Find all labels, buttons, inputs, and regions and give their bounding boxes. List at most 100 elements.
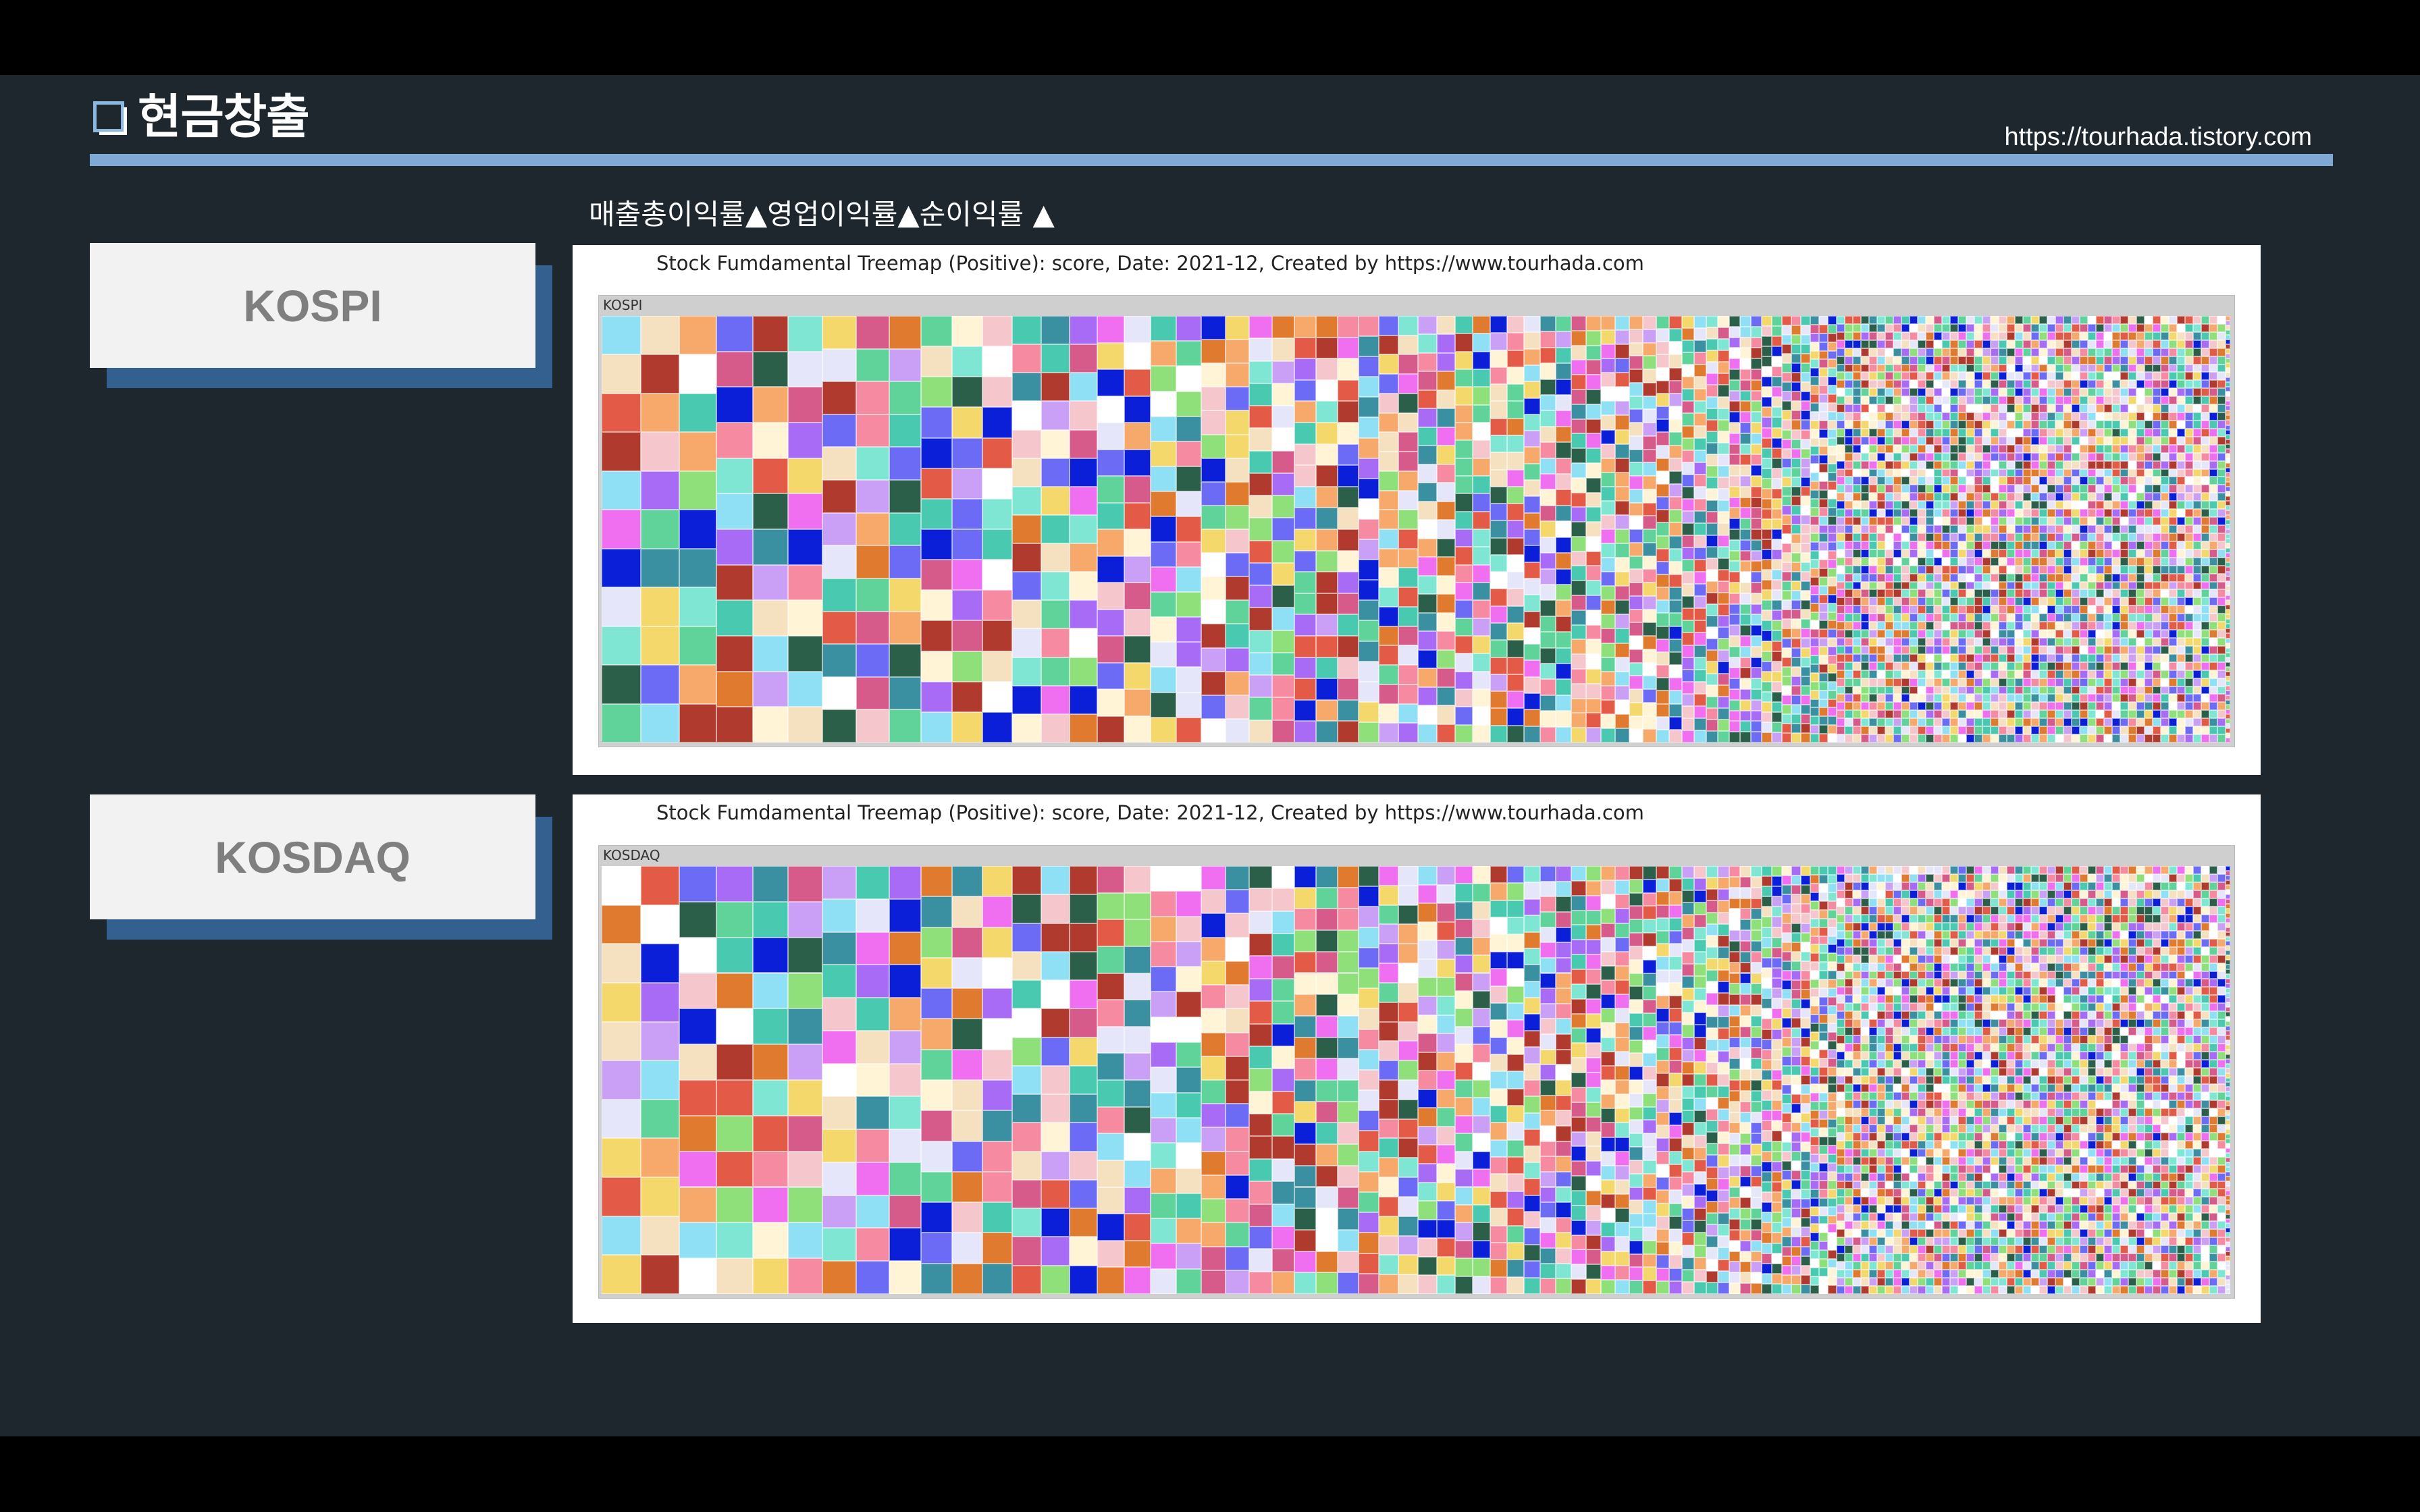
treemap-tile: [1473, 938, 1490, 955]
treemap-tile: [1718, 674, 1729, 685]
treemap-tile: [1586, 1191, 1601, 1206]
treemap-tile: [2047, 686, 2055, 695]
treemap-tile: [1782, 648, 1791, 657]
treemap-tile: [921, 590, 952, 620]
treemap-tile: [2031, 469, 2039, 477]
treemap-tile: [1819, 673, 1828, 682]
treemap-tile: [1901, 404, 1910, 412]
treemap-tile: [1473, 884, 1490, 901]
treemap-tile: [1926, 372, 1934, 380]
treemap-tile: [2226, 653, 2230, 657]
treemap-tile: [1097, 423, 1124, 450]
treemap-tile: [1490, 418, 1507, 435]
treemap-tile: [1853, 445, 1861, 453]
treemap-tile: [1418, 390, 1437, 408]
treemap-tile: [1958, 461, 1966, 469]
treemap-tile: [1966, 404, 1974, 412]
treemap-tile: [1869, 710, 1877, 718]
treemap-tile: [1740, 604, 1751, 615]
treemap-tile: [2112, 477, 2120, 485]
treemap-tile: [1801, 344, 1810, 354]
treemap-tile: [2055, 364, 2063, 373]
treemap-tile: [1124, 663, 1151, 690]
treemap-tile: [1837, 332, 1845, 340]
treemap-tile: [1762, 620, 1772, 630]
treemap-tile: [1991, 364, 1999, 373]
treemap-tile: [1782, 430, 1791, 439]
treemap-tile: [1629, 316, 1643, 329]
treemap-tile: [1942, 477, 1950, 485]
treemap-tile: [1751, 593, 1762, 604]
treemap-tile: [1507, 866, 1524, 883]
treemap-tile: [1869, 574, 1877, 582]
treemap-tile: [1819, 542, 1828, 551]
treemap-tile: [2226, 406, 2230, 410]
treemap-tile: [1950, 388, 1958, 396]
treemap-tile: [1490, 367, 1507, 384]
treemap-tile: [1950, 541, 1958, 549]
treemap-tile: [1828, 412, 1837, 421]
treemap-tile: [1869, 453, 1877, 461]
treemap-tile: [2007, 525, 2015, 533]
treemap-tile: [1877, 646, 1885, 654]
treemap-tile: [1615, 515, 1629, 529]
treemap-tile: [2039, 324, 2047, 332]
treemap-tile: [1455, 672, 1473, 689]
treemap-tile: [1966, 429, 1974, 437]
treemap-tile: [1942, 324, 1950, 332]
treemap-tile: [1877, 678, 1885, 686]
treemap-tile: [2161, 614, 2169, 622]
treemap-tile: [1810, 542, 1819, 551]
kospi-label-card: KOSPI: [90, 243, 552, 388]
treemap-tile: [1934, 396, 1942, 404]
treemap-tile: [1885, 396, 1893, 404]
treemap-tile: [1586, 969, 1601, 984]
treemap-tile: [1490, 470, 1507, 487]
treemap-tile: [2080, 638, 2088, 646]
treemap-tile: [1828, 438, 1837, 447]
treemap-tile: [1249, 1091, 1272, 1114]
treemap-tile: [889, 899, 921, 932]
treemap-tile: [1877, 324, 1885, 332]
treemap-tile: [1524, 480, 1540, 496]
treemap-tile: [1294, 423, 1316, 444]
treemap-tile: [2177, 324, 2185, 332]
treemap-tile: [2088, 348, 2096, 356]
treemap-tile: [1437, 1238, 1455, 1257]
treemap-tile: [1877, 461, 1885, 469]
treemap-tile: [1885, 646, 1893, 654]
treemap-tile: [1885, 332, 1893, 340]
treemap-tile: [1828, 629, 1837, 638]
treemap-tile: [1490, 487, 1507, 504]
treemap-tile: [1524, 578, 1540, 595]
treemap-tile: [952, 682, 982, 712]
treemap-tile: [2169, 461, 2177, 469]
treemap-tile: [1418, 557, 1437, 575]
treemap-tile: [2055, 549, 2063, 558]
treemap-tile: [1379, 1138, 1398, 1158]
treemap-tile: [1845, 662, 1853, 670]
treemap-tile: [2096, 710, 2104, 718]
treemap-tile: [1437, 1127, 1455, 1145]
treemap-tile: [2201, 686, 2209, 695]
treemap-tile: [1853, 485, 1861, 493]
treemap-tile: [1571, 669, 1586, 684]
treemap-tile: [2226, 648, 2230, 653]
treemap-tile: [2217, 670, 2226, 678]
treemap-tile: [1201, 576, 1226, 600]
treemap-tile: [1762, 702, 1772, 712]
treemap-tile: [2007, 638, 2015, 646]
treemap-tile: [1226, 1175, 1249, 1199]
treemap-tile: [2088, 589, 2096, 597]
treemap-tile: [1586, 610, 1601, 625]
treemap-tile: [1869, 437, 1877, 445]
treemap-tile: [1782, 439, 1791, 449]
treemap-tile: [1950, 445, 1958, 453]
treemap-tile: [1729, 508, 1740, 518]
treemap-tile: [1540, 973, 1556, 989]
treemap-tile: [1586, 1087, 1601, 1102]
treemap-tile: [1473, 529, 1490, 547]
treemap-tile: [2201, 533, 2209, 541]
treemap-tile: [2201, 316, 2209, 324]
treemap-tile: [1901, 734, 1910, 742]
